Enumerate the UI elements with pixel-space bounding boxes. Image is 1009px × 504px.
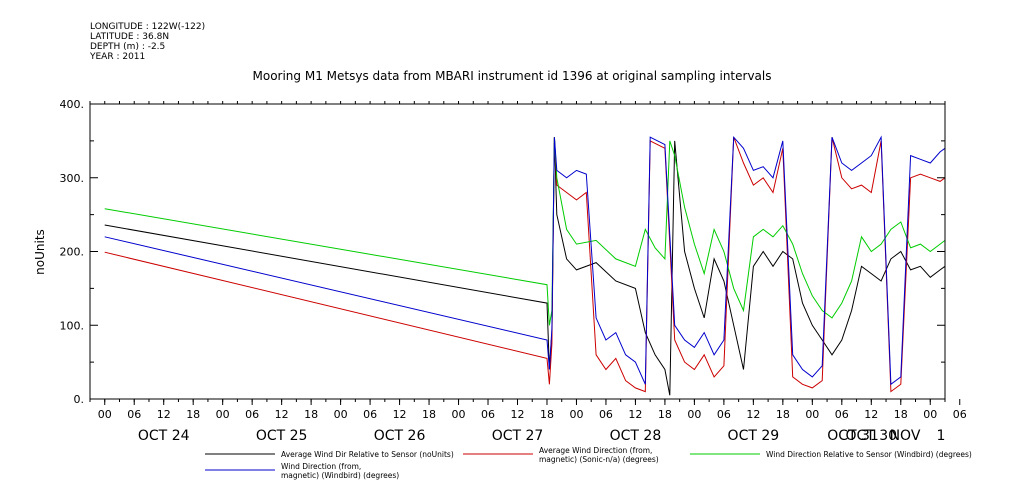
x-day-label: OCT 31	[827, 428, 879, 444]
x-tick-label: 06	[599, 408, 613, 421]
x-tick-label: 00	[452, 408, 466, 421]
x-day-label: OCT 29	[728, 428, 780, 444]
x-tick-label: 00	[98, 408, 112, 421]
latitude-text: LATITUDE : 36.8N	[90, 32, 170, 42]
x-tick-label: 06	[835, 408, 849, 421]
x-day-label: 1	[937, 428, 946, 444]
longitude-text: LONGITUDE : 122W(-122)	[90, 22, 206, 32]
y-tick-label: 400.	[60, 98, 85, 111]
plot-frame	[89, 103, 946, 400]
x-tick-label: 06	[245, 408, 259, 421]
x-tick-label: 06	[717, 408, 731, 421]
x-tick-label: 06	[363, 408, 377, 421]
series-line-2	[104, 137, 946, 393]
y-tick-label: 0.	[74, 393, 85, 406]
x-tick-label: 18	[894, 408, 908, 421]
x-day-label: OCT 28	[610, 428, 662, 444]
x-tick-label: 00	[569, 408, 583, 421]
x-tick-label: 18	[658, 408, 672, 421]
legend-label: magnetic) (Sonic-n/a) (degrees)	[539, 455, 659, 464]
series-line-1	[104, 137, 946, 396]
x-tick-label: 18	[776, 408, 790, 421]
x-tick-label: 00	[923, 408, 937, 421]
y-tick-label: 200.	[60, 246, 85, 259]
x-tick-label: 12	[393, 408, 407, 421]
x-tick-label: 00	[687, 408, 701, 421]
x-tick-label: 00	[805, 408, 819, 421]
x-tick-label: 18	[304, 408, 318, 421]
x-tick-label: 18	[540, 408, 554, 421]
x-day-label: OCT 27	[492, 428, 544, 444]
plot-area	[104, 135, 946, 396]
x-tick-label: 06	[481, 408, 495, 421]
x-tick-label: 00	[334, 408, 348, 421]
x-tick-label: 12	[864, 408, 878, 421]
chart-title: Mooring M1 Metsys data from MBARI instru…	[253, 69, 772, 83]
metadata-block: LONGITUDE : 122W(-122) LATITUDE : 36.8N …	[90, 22, 205, 62]
legend-label: Average Wind Direction (from,	[539, 446, 652, 455]
x-tick-label: 18	[422, 408, 436, 421]
x-tick-label: 06	[953, 408, 967, 421]
series-line-4	[104, 135, 946, 386]
axes: 0. 100. 200. 300. 400. 00 06 12 18 00 06 12 18 00 06 12…	[60, 98, 967, 444]
legend-label: Wind Direction (from,	[281, 462, 361, 471]
x-tick-label: 12	[511, 408, 525, 421]
x-tick-label: 12	[275, 408, 289, 421]
year-text: YEAR : 2011	[90, 52, 146, 62]
legend-label: Average Wind Dir Relative to Sensor (noU…	[281, 450, 454, 459]
y-tick-label: 300.	[60, 172, 85, 185]
series-line-3	[104, 137, 946, 326]
y-tick-label: 100.	[60, 319, 85, 332]
legend-label: Wind Direction Relative to Sensor (Windb…	[766, 450, 972, 459]
x-day-label: OCT 26	[374, 428, 426, 444]
legend-label: magnetic) (Windbird) (degrees)	[281, 471, 399, 480]
x-tick-label: 06	[127, 408, 141, 421]
x-tick-label: 12	[628, 408, 642, 421]
x-tick-label: 00	[216, 408, 230, 421]
x-day-label: OCT 25	[256, 428, 308, 444]
x-tick-label: 12	[157, 408, 171, 421]
depth-text: DEPTH (m) : -2.5	[90, 42, 166, 52]
legend: Average Wind Dir Relative to Sensor (noU…	[205, 446, 972, 480]
y-axis-label: noUnits	[33, 229, 47, 275]
x-day-label: OCT 24	[138, 428, 190, 444]
x-tick-label: 12	[746, 408, 760, 421]
x-day-label: NOV	[890, 428, 921, 444]
x-tick-label: 18	[186, 408, 200, 421]
x-day-label: OCT 30	[845, 428, 897, 444]
